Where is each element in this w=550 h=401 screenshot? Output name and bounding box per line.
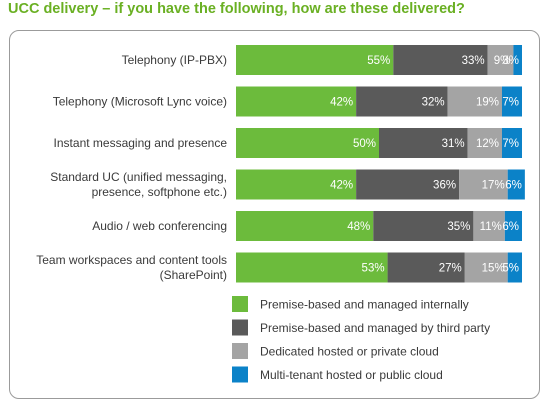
bar-segment bbox=[236, 128, 379, 158]
data-label: 19% bbox=[476, 97, 499, 109]
data-label: 33% bbox=[462, 55, 485, 67]
category-label: Telephony (Microsoft Lync voice) bbox=[53, 95, 227, 109]
data-label: 7% bbox=[502, 138, 519, 150]
data-label: 50% bbox=[353, 138, 376, 150]
bar-segment bbox=[236, 252, 388, 283]
legend-swatch bbox=[232, 296, 248, 312]
data-label: 27% bbox=[439, 263, 462, 275]
legend-label: Multi-tenant hosted or public cloud bbox=[260, 368, 443, 382]
category-label: Telephony (IP-PBX) bbox=[122, 53, 227, 67]
data-label: 9% bbox=[494, 55, 511, 67]
legend-swatch bbox=[232, 319, 248, 336]
data-label: 48% bbox=[347, 221, 370, 233]
bar-segment bbox=[356, 169, 460, 200]
data-label: 5% bbox=[502, 263, 519, 275]
bar-segment bbox=[473, 211, 505, 241]
data-label: 31% bbox=[442, 138, 465, 150]
chart-title: UCC delivery – if you have the following… bbox=[8, 1, 465, 17]
bar-segment bbox=[507, 252, 522, 283]
category-label: Instant messaging and presence bbox=[54, 136, 228, 150]
bar-segment bbox=[513, 45, 522, 75]
category-label: Team workspaces and content tools (ShareP… bbox=[36, 253, 227, 282]
legend-label: Premise-based and managed by third party bbox=[260, 321, 490, 335]
legend-label: Dedicated hosted or private cloud bbox=[260, 345, 439, 359]
data-label: 7% bbox=[502, 97, 519, 109]
bar-segment bbox=[236, 45, 394, 75]
data-label: 15% bbox=[482, 263, 505, 275]
bar-segment bbox=[379, 128, 468, 158]
legend-swatch bbox=[232, 366, 248, 383]
data-label: 32% bbox=[422, 97, 445, 109]
data-label: 3% bbox=[502, 55, 519, 67]
bar-segment bbox=[501, 86, 522, 117]
data-label: 6% bbox=[502, 221, 519, 233]
data-label: 11% bbox=[480, 221, 502, 233]
bar-segment bbox=[501, 128, 522, 158]
bar-segment bbox=[236, 169, 357, 200]
data-label: 35% bbox=[447, 221, 470, 233]
data-label: 17% bbox=[482, 180, 505, 192]
bar-segment bbox=[236, 211, 374, 241]
bar-segment bbox=[447, 86, 502, 117]
bar-segment bbox=[356, 86, 448, 117]
data-label: 55% bbox=[367, 55, 390, 67]
legend-swatch bbox=[232, 343, 248, 359]
bar-segment bbox=[387, 252, 465, 283]
category-label: Standard UC (unified messaging, presence,… bbox=[50, 170, 227, 199]
bar-segment bbox=[464, 252, 508, 283]
data-label: 12% bbox=[476, 138, 499, 150]
data-label: 42% bbox=[330, 97, 353, 109]
bar-segment bbox=[373, 211, 474, 241]
bar-segment bbox=[236, 86, 357, 117]
bar-segment bbox=[507, 169, 525, 200]
data-label: 36% bbox=[433, 180, 456, 192]
data-label: 53% bbox=[362, 263, 385, 275]
bar-segment bbox=[504, 211, 522, 241]
bar-segment bbox=[459, 169, 508, 200]
data-label: 6% bbox=[505, 180, 522, 192]
legend-label: Premise-based and managed internally bbox=[260, 298, 469, 312]
bar-segment bbox=[393, 45, 488, 75]
bar-segment bbox=[467, 128, 502, 158]
data-label: 42% bbox=[330, 180, 353, 192]
category-label: Audio / web conferencing bbox=[92, 219, 227, 233]
bar-segment bbox=[487, 45, 514, 75]
